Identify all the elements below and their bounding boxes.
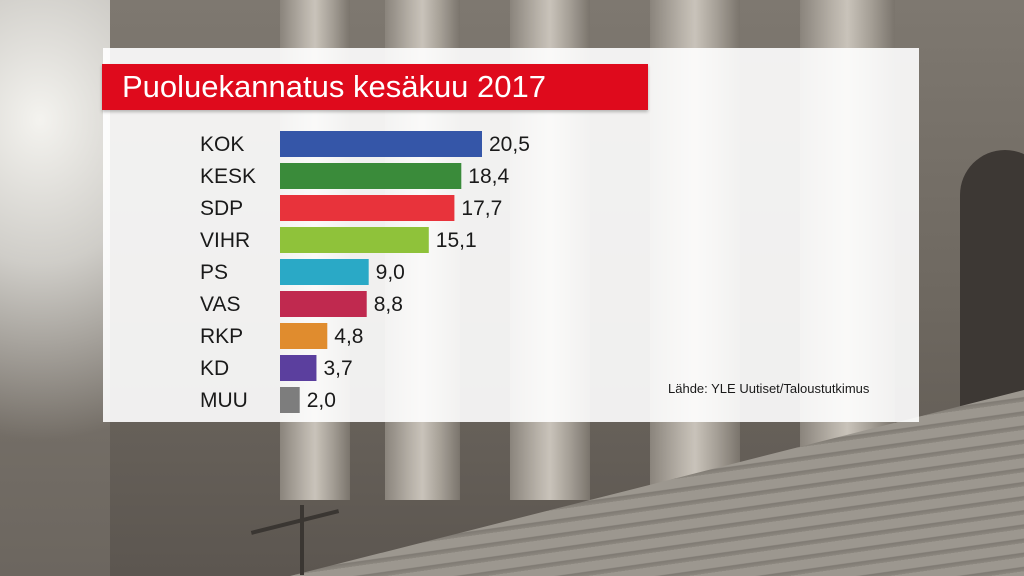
bar-ps — [280, 259, 369, 285]
value-label-muu: 2,0 — [307, 389, 336, 412]
bar-sdp — [280, 195, 455, 221]
value-label-rkp: 4,8 — [334, 325, 363, 348]
bar-kok — [280, 131, 482, 157]
title-banner: Puoluekannatus kesäkuu 2017 — [102, 64, 648, 110]
category-label-vihr: VIHR — [200, 229, 250, 252]
bar-muu — [280, 387, 300, 413]
category-label-rkp: RKP — [200, 325, 243, 348]
chart-title: Puoluekannatus kesäkuu 2017 — [122, 69, 546, 104]
category-label-kd: KD — [200, 357, 229, 380]
bar-vas — [280, 291, 367, 317]
category-label-vas: VAS — [200, 293, 240, 316]
bar-kd — [280, 355, 317, 381]
value-label-kd: 3,7 — [323, 357, 352, 380]
chart-panel — [103, 48, 919, 422]
value-label-kok: 20,5 — [489, 133, 530, 156]
value-label-vas: 8,8 — [374, 293, 403, 316]
category-label-sdp: SDP — [200, 197, 243, 220]
category-label-ps: PS — [200, 261, 228, 284]
value-label-kesk: 18,4 — [468, 165, 509, 188]
source-note: Lähde: YLE Uutiset/Taloustutkimus — [668, 381, 870, 396]
bar-kesk — [280, 163, 462, 189]
category-label-muu: MUU — [200, 389, 248, 412]
value-label-ps: 9,0 — [376, 261, 405, 284]
value-label-vihr: 15,1 — [436, 229, 477, 252]
value-label-sdp: 17,7 — [461, 197, 502, 220]
category-label-kesk: KESK — [200, 165, 256, 188]
category-label-kok: KOK — [200, 133, 244, 156]
bar-vihr — [280, 227, 429, 253]
bar-rkp — [280, 323, 328, 349]
